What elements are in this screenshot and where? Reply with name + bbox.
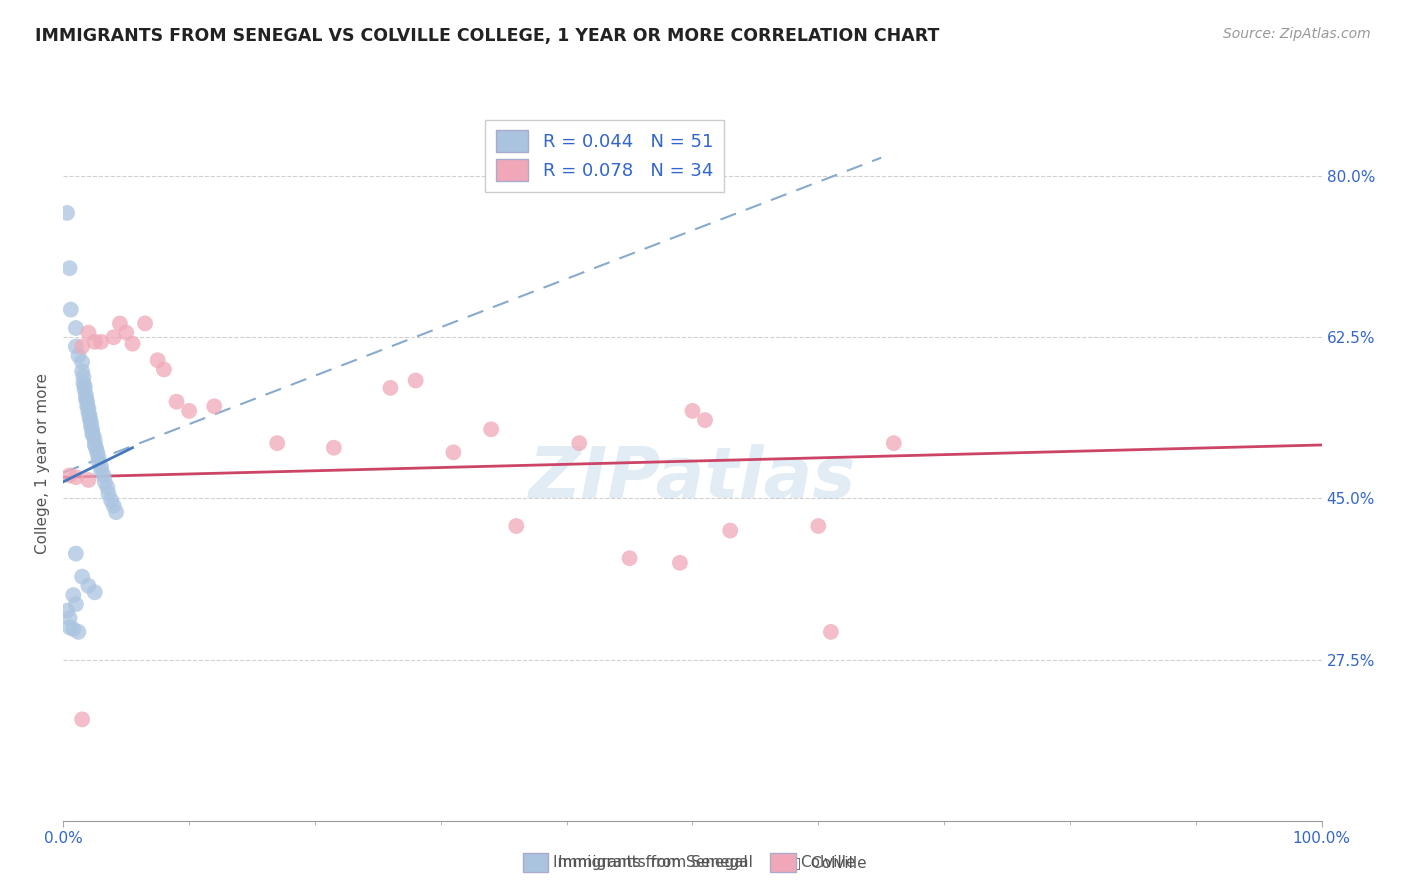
Point [202, 399, 225, 413]
Point [73, 383, 96, 397]
Point [83, 585, 105, 599]
Text: □  Colville: □ Colville [787, 855, 868, 870]
Point [87, 450, 110, 464]
Point [94, 475, 117, 489]
Point [76, 399, 98, 413]
Point [79, 409, 101, 423]
Point [77, 326, 100, 340]
Point [77, 579, 100, 593]
Point [669, 556, 692, 570]
Text: Source: ZipAtlas.com: Source: ZipAtlas.com [1223, 27, 1371, 41]
Point [58, 611, 80, 625]
Point [108, 317, 131, 331]
Point [56, 604, 79, 618]
Text: Immigrants from Senegal: Immigrants from Senegal [553, 855, 748, 870]
Point [76, 394, 98, 409]
Point [83, 434, 105, 448]
Point [718, 524, 741, 538]
Point [83, 334, 105, 349]
Text: Colville: Colville [800, 855, 855, 870]
Point [75, 392, 97, 406]
Point [65, 547, 87, 561]
Point [58, 468, 80, 483]
Point [266, 436, 288, 450]
Point [65, 321, 87, 335]
Point [807, 519, 830, 533]
Point [619, 551, 641, 566]
Y-axis label: College, 1 year or more: College, 1 year or more [35, 374, 51, 554]
Point [77, 473, 100, 487]
Point [820, 624, 842, 639]
Point [70, 712, 93, 726]
Point [380, 381, 402, 395]
Point [72, 369, 94, 384]
Point [62, 622, 84, 636]
Point [67, 624, 90, 639]
Text: IMMIGRANTS FROM SENEGAL VS COLVILLE COLLEGE, 1 YEAR OR MORE CORRELATION CHART: IMMIGRANTS FROM SENEGAL VS COLVILLE COLL… [35, 27, 939, 45]
Point [79, 412, 101, 426]
Point [65, 339, 87, 353]
Point [62, 588, 84, 602]
Point [77, 401, 100, 416]
Text: □  Immigrants from Senegal: □ Immigrants from Senegal [534, 855, 754, 870]
Point [75, 388, 97, 402]
Legend: R = 0.044   N = 51, R = 0.078   N = 34: R = 0.044 N = 51, R = 0.078 N = 34 [485, 120, 724, 192]
Point [568, 436, 591, 450]
Point [80, 419, 103, 434]
Point [90, 459, 112, 474]
Point [83, 438, 105, 452]
Point [682, 404, 704, 418]
Point [70, 364, 93, 378]
Point [65, 597, 87, 611]
Point [84, 441, 107, 455]
Text: ZIPatlas: ZIPatlas [529, 443, 856, 513]
Point [100, 493, 122, 508]
Point [82, 429, 104, 443]
Point [505, 519, 527, 533]
Point [134, 317, 156, 331]
Point [67, 349, 90, 363]
Point [97, 487, 120, 501]
Point [70, 569, 93, 583]
Point [80, 415, 103, 429]
Point [115, 326, 138, 340]
Point [883, 436, 905, 450]
Point [90, 334, 112, 349]
Point [72, 376, 94, 391]
Point [103, 330, 125, 344]
Point [153, 362, 176, 376]
Point [90, 464, 112, 478]
Point [56, 206, 79, 220]
Point [87, 454, 110, 468]
Point [73, 379, 96, 393]
Point [93, 468, 115, 483]
Point [179, 404, 201, 418]
Point [77, 406, 100, 420]
Point [82, 426, 104, 441]
Point [58, 620, 80, 634]
Point [103, 499, 125, 513]
Point [70, 355, 93, 369]
Point [121, 336, 143, 351]
Point [58, 261, 80, 276]
Point [322, 441, 344, 455]
Point [441, 445, 464, 459]
Point [86, 445, 108, 459]
Point [479, 422, 502, 436]
Point [82, 422, 104, 436]
Point [405, 374, 427, 388]
Point [70, 339, 93, 353]
Point [59, 302, 82, 317]
Point [105, 505, 128, 519]
Point [65, 470, 87, 484]
Point [166, 394, 188, 409]
Point [693, 413, 716, 427]
Point [146, 353, 169, 368]
Point [96, 480, 118, 494]
